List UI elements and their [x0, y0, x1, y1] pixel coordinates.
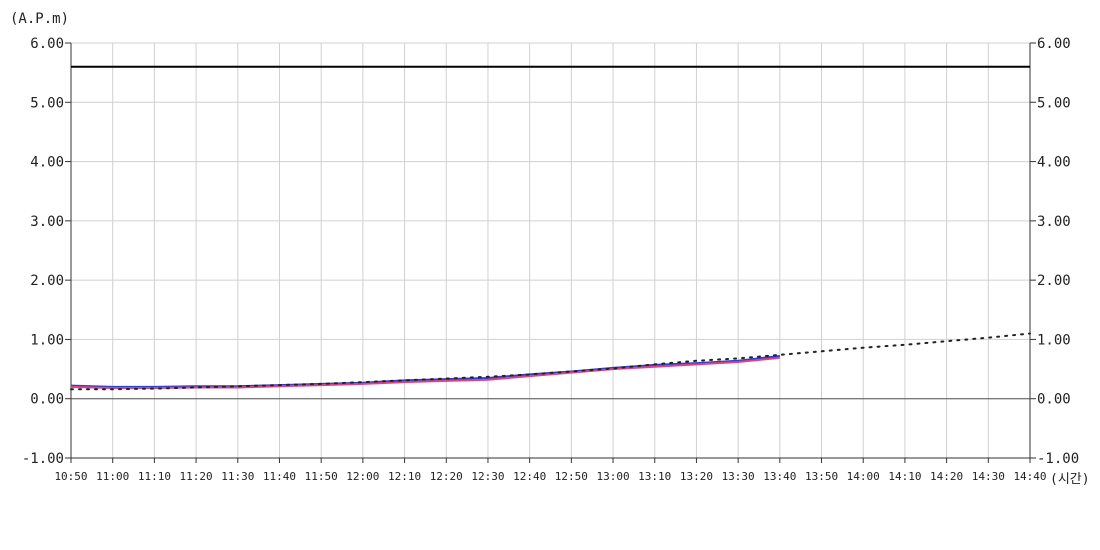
series-lines: [70, 65, 1031, 391]
y-tick-label-left: 2.00: [30, 273, 64, 289]
x-tick-label: 12:00: [346, 470, 379, 483]
y-tick-label-right: 5.00: [1037, 95, 1071, 111]
axes: [65, 42, 1036, 463]
x-tick-label: 13:20: [680, 470, 713, 483]
y-tick-label-right: 3.00: [1037, 214, 1071, 230]
y-tick-label-right: 6.00: [1037, 36, 1071, 52]
x-tick-label: 14:20: [930, 470, 963, 483]
x-tick-label: 11:50: [305, 470, 338, 483]
x-tick-label: 13:30: [722, 470, 755, 483]
x-tick-label: 14:40: [1013, 470, 1046, 483]
y-tick-label-left: -1.00: [22, 451, 64, 467]
y-tick-label-left: 3.00: [30, 214, 64, 230]
x-tick-label: 13:10: [638, 470, 671, 483]
series-line-3: [70, 332, 1031, 391]
y-tick-label-left: 4.00: [30, 155, 64, 171]
x-tick-label: 13:40: [763, 470, 796, 483]
x-tick-label: 13:00: [596, 470, 629, 483]
y-tick-label-right: 2.00: [1037, 273, 1071, 289]
y-tick-label-left: 6.00: [30, 36, 64, 52]
tick-labels: -1.00 -1.00 0.00 0.00 1.00 1.00 2.00 2.00 3.00 3.…: [22, 36, 1079, 483]
y-tick-label-left: 1.00: [30, 332, 64, 348]
y-axis-unit-label: (A.P.m): [10, 11, 70, 27]
y-tick-label-right: -1.00: [1037, 451, 1079, 467]
x-tick-label: 12:50: [555, 470, 588, 483]
x-tick-label: 12:30: [471, 470, 504, 483]
y-tick-label-left: 5.00: [30, 95, 64, 111]
x-tick-label: 11:00: [96, 470, 129, 483]
x-tick-label: 12:40: [513, 470, 546, 483]
y-tick-label-right: 1.00: [1037, 332, 1071, 348]
grid: [70, 42, 1031, 459]
x-tick-label: 14:10: [888, 470, 921, 483]
y-tick-label-right: 0.00: [1037, 392, 1071, 408]
x-tick-label: 10:50: [54, 470, 87, 483]
x-tick-label: 14:00: [847, 470, 880, 483]
x-tick-label: 11:40: [263, 470, 296, 483]
x-tick-label: 12:20: [430, 470, 463, 483]
x-tick-label: 12:10: [388, 470, 421, 483]
series-line-2: [70, 356, 780, 390]
y-tick-label-right: 4.00: [1037, 155, 1071, 171]
y-tick-label-left: 0.00: [30, 392, 64, 408]
x-tick-label: 14:30: [972, 470, 1005, 483]
x-tick-label: 11:30: [221, 470, 254, 483]
x-tick-label: 13:50: [805, 470, 838, 483]
x-axis-unit-label: (시간): [1050, 472, 1090, 487]
x-tick-label: 11:10: [138, 470, 171, 483]
x-tick-label: 11:20: [180, 470, 213, 483]
